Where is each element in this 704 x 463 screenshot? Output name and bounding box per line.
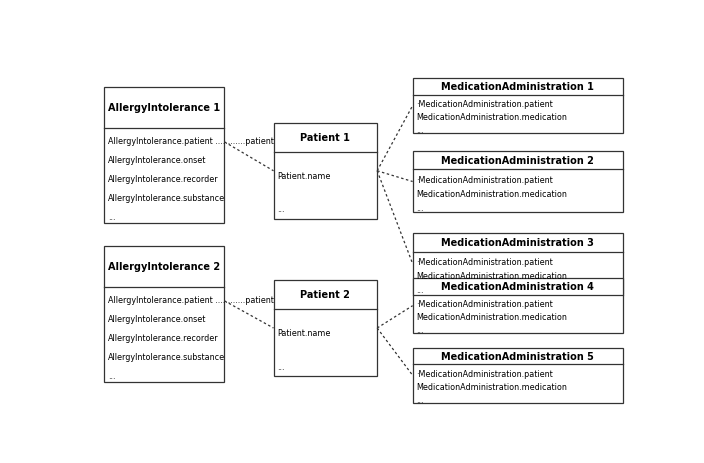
Text: Patient.name: Patient.name [277, 171, 330, 180]
Bar [413, 348, 622, 403]
Text: Patient.name: Patient.name [277, 328, 330, 337]
Text: ...: ... [416, 395, 423, 404]
Bar [413, 152, 622, 213]
Text: MedicationAdministration 5: MedicationAdministration 5 [441, 351, 594, 361]
Text: AllergyIntolerance.substance: AllergyIntolerance.substance [108, 353, 225, 362]
Text: ...: ... [416, 125, 423, 135]
Text: ·MedicationAdministration.patient: ·MedicationAdministration.patient [416, 300, 553, 308]
Text: ...: ... [108, 372, 115, 381]
Text: AllergyIntolerance.recorder: AllergyIntolerance.recorder [108, 334, 218, 343]
Text: AllergyIntolerance 1: AllergyIntolerance 1 [108, 103, 220, 113]
Text: MedicationAdministration 2: MedicationAdministration 2 [441, 156, 594, 166]
Text: AllergyIntolerance.recorder: AllergyIntolerance.recorder [108, 175, 218, 184]
Text: ·MedicationAdministration.patient: ·MedicationAdministration.patient [416, 369, 553, 378]
Text: ·MedicationAdministration.patient: ·MedicationAdministration.patient [416, 100, 553, 109]
Text: MedicationAdministration 4: MedicationAdministration 4 [441, 282, 594, 292]
Bar [273, 123, 377, 219]
Text: MedicationAdministration.medication: MedicationAdministration.medication [416, 189, 567, 199]
Bar [413, 278, 622, 334]
Text: ...: ... [416, 325, 423, 334]
Text: MedicationAdministration.medication: MedicationAdministration.medication [416, 113, 567, 122]
Text: ...: ... [416, 286, 423, 294]
Text: AllergyIntolerance.patient ............patient: AllergyIntolerance.patient ............p… [108, 137, 274, 146]
Text: ·MedicationAdministration.patient: ·MedicationAdministration.patient [416, 257, 553, 266]
Bar [413, 79, 622, 134]
Text: MedicationAdministration 1: MedicationAdministration 1 [441, 82, 594, 92]
Bar [273, 280, 377, 376]
Text: AllergyIntolerance.onset: AllergyIntolerance.onset [108, 156, 206, 165]
Text: AllergyIntolerance.substance: AllergyIntolerance.substance [108, 194, 225, 203]
Text: MedicationAdministration 3: MedicationAdministration 3 [441, 238, 594, 248]
Text: AllergyIntolerance 2: AllergyIntolerance 2 [108, 262, 220, 272]
Text: MedicationAdministration.medication: MedicationAdministration.medication [416, 382, 567, 391]
Text: ...: ... [108, 213, 115, 222]
Text: AllergyIntolerance.patient ............patient: AllergyIntolerance.patient ............p… [108, 296, 274, 305]
Text: ...: ... [277, 362, 284, 371]
Text: ...: ... [277, 205, 284, 214]
Text: MedicationAdministration.medication: MedicationAdministration.medication [416, 313, 567, 321]
Text: Patient 1: Patient 1 [301, 133, 351, 143]
Text: ...: ... [416, 204, 423, 213]
Bar [413, 234, 622, 294]
Bar [104, 246, 225, 382]
Bar [104, 88, 225, 223]
Text: AllergyIntolerance.onset: AllergyIntolerance.onset [108, 315, 206, 324]
Text: Patient 2: Patient 2 [301, 290, 351, 300]
Text: MedicationAdministration.medication: MedicationAdministration.medication [416, 271, 567, 281]
Text: ·MedicationAdministration.patient: ·MedicationAdministration.patient [416, 175, 553, 184]
